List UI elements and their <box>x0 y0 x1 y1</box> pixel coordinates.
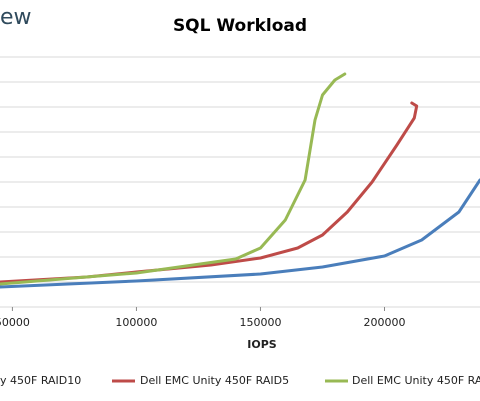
x-tick-label: 150000 <box>239 316 281 329</box>
legend-label: Dell EMC Unity 450F RAID5 <box>140 374 289 387</box>
x-tick-label: 200000 <box>363 316 405 329</box>
series-line <box>0 178 480 289</box>
chart-title: SQL Workload <box>173 16 307 36</box>
brand: ew <box>0 5 32 30</box>
series-line <box>0 101 419 284</box>
x-tick-label: 100000 <box>115 316 157 329</box>
x-axis-label: IOPS <box>247 338 277 351</box>
legend-label: Dell EMC Unity 450F RAI <box>352 374 480 387</box>
x-tick-label: 50000 <box>0 316 30 329</box>
series-line <box>0 72 347 286</box>
legend-label: y 450F RAID10 <box>0 374 81 387</box>
